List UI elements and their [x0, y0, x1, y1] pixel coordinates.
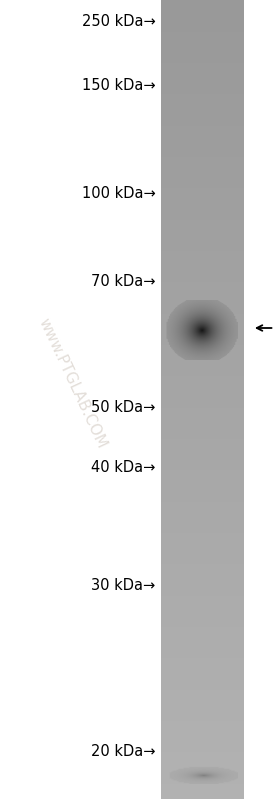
Text: 150 kDa→: 150 kDa→	[82, 78, 155, 93]
Text: www.PTGLAB.COM: www.PTGLAB.COM	[36, 316, 109, 451]
Text: 70 kDa→: 70 kDa→	[91, 275, 155, 289]
Text: 40 kDa→: 40 kDa→	[91, 460, 155, 475]
Text: 20 kDa→: 20 kDa→	[91, 745, 155, 760]
Text: 50 kDa→: 50 kDa→	[91, 400, 155, 415]
Text: 30 kDa→: 30 kDa→	[91, 578, 155, 594]
Text: 250 kDa→: 250 kDa→	[82, 14, 155, 30]
Text: 100 kDa→: 100 kDa→	[82, 185, 155, 201]
